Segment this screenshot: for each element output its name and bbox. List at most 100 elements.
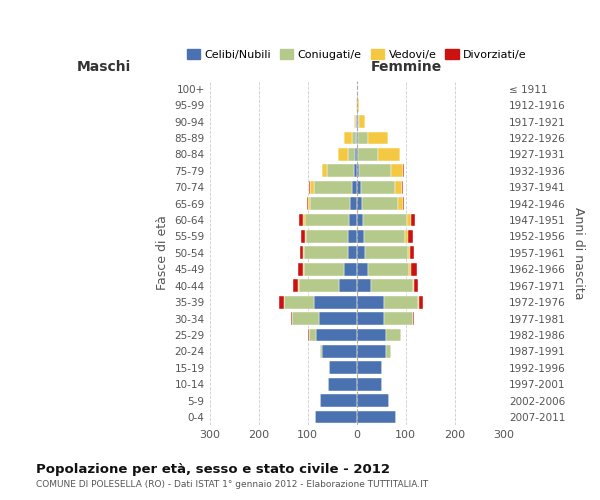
Bar bbox=[338, 148, 348, 161]
Bar bbox=[386, 345, 391, 358]
Bar bbox=[357, 345, 386, 358]
Bar bbox=[391, 164, 403, 177]
Bar bbox=[364, 230, 406, 243]
Bar bbox=[320, 394, 357, 407]
Y-axis label: Fasce di età: Fasce di età bbox=[156, 216, 169, 290]
Bar bbox=[356, 132, 357, 144]
Bar bbox=[361, 181, 395, 194]
Bar bbox=[395, 181, 403, 194]
Bar bbox=[357, 230, 364, 243]
Bar bbox=[384, 312, 413, 325]
Bar bbox=[357, 362, 382, 374]
Legend: Celibi/Nubili, Coniugati/e, Vedovi/e, Divorziati/e: Celibi/Nubili, Coniugati/e, Vedovi/e, Di… bbox=[182, 45, 531, 64]
Bar bbox=[357, 312, 384, 325]
Bar bbox=[322, 164, 327, 177]
Bar bbox=[310, 198, 350, 210]
Bar bbox=[419, 296, 424, 308]
Bar bbox=[378, 148, 400, 161]
Bar bbox=[410, 246, 414, 260]
Bar bbox=[316, 328, 357, 342]
Bar bbox=[308, 328, 316, 342]
Bar bbox=[357, 394, 389, 407]
Bar bbox=[319, 312, 357, 325]
Bar bbox=[344, 263, 357, 276]
Bar bbox=[357, 148, 358, 161]
Bar bbox=[357, 246, 365, 260]
Bar bbox=[284, 296, 314, 308]
Bar bbox=[408, 246, 410, 260]
Bar bbox=[411, 263, 416, 276]
Bar bbox=[322, 345, 357, 358]
Bar bbox=[357, 263, 368, 276]
Bar bbox=[406, 230, 408, 243]
Bar bbox=[357, 296, 384, 308]
Bar bbox=[357, 378, 382, 390]
Bar bbox=[303, 214, 305, 226]
Bar bbox=[354, 116, 355, 128]
Text: Maschi: Maschi bbox=[76, 60, 131, 74]
Bar bbox=[310, 181, 314, 194]
Bar bbox=[357, 164, 359, 177]
Bar bbox=[299, 280, 339, 292]
Bar bbox=[300, 246, 303, 260]
Bar bbox=[304, 246, 348, 260]
Bar bbox=[305, 230, 306, 243]
Bar bbox=[362, 214, 407, 226]
Bar bbox=[357, 116, 358, 128]
Text: COMUNE DI POLESELLA (RO) - Dati ISTAT 1° gennaio 2012 - Elaborazione TUTTITALIA.: COMUNE DI POLESELLA (RO) - Dati ISTAT 1°… bbox=[36, 480, 428, 489]
Bar bbox=[386, 328, 401, 342]
Bar bbox=[348, 246, 357, 260]
Bar bbox=[303, 263, 304, 276]
Bar bbox=[314, 181, 352, 194]
Bar bbox=[357, 181, 361, 194]
Bar bbox=[292, 312, 319, 325]
Bar bbox=[301, 230, 305, 243]
Bar bbox=[359, 116, 365, 128]
Bar bbox=[329, 362, 357, 374]
Bar bbox=[299, 214, 303, 226]
Bar bbox=[350, 198, 357, 210]
Bar bbox=[411, 214, 415, 226]
Bar bbox=[344, 132, 352, 144]
Bar bbox=[407, 214, 411, 226]
Bar bbox=[279, 296, 284, 308]
Bar bbox=[398, 198, 403, 210]
Bar bbox=[409, 263, 411, 276]
Bar bbox=[349, 214, 357, 226]
Bar bbox=[305, 214, 349, 226]
Bar bbox=[349, 230, 357, 243]
Bar bbox=[403, 164, 404, 177]
Bar bbox=[368, 263, 409, 276]
Bar bbox=[357, 99, 359, 112]
Bar bbox=[327, 164, 354, 177]
Bar bbox=[355, 116, 356, 128]
Bar bbox=[304, 263, 344, 276]
Bar bbox=[365, 246, 408, 260]
Bar bbox=[328, 378, 357, 390]
Bar bbox=[413, 280, 414, 292]
Bar bbox=[357, 198, 362, 210]
Bar bbox=[357, 280, 371, 292]
Bar bbox=[357, 328, 386, 342]
Bar bbox=[339, 280, 357, 292]
Bar bbox=[315, 410, 357, 424]
Bar bbox=[314, 296, 357, 308]
Text: Popolazione per età, sesso e stato civile - 2012: Popolazione per età, sesso e stato civil… bbox=[36, 462, 390, 475]
Bar bbox=[298, 263, 303, 276]
Bar bbox=[408, 230, 413, 243]
Bar bbox=[357, 132, 358, 144]
Bar bbox=[358, 132, 368, 144]
Bar bbox=[355, 148, 357, 161]
Bar bbox=[308, 198, 310, 210]
Bar bbox=[414, 280, 418, 292]
Y-axis label: Anni di nascita: Anni di nascita bbox=[572, 206, 585, 299]
Bar bbox=[352, 181, 357, 194]
Bar bbox=[358, 116, 359, 128]
Bar bbox=[306, 230, 349, 243]
Bar bbox=[358, 148, 378, 161]
Bar bbox=[359, 164, 391, 177]
Bar bbox=[384, 296, 418, 308]
Bar bbox=[293, 280, 298, 292]
Bar bbox=[371, 280, 413, 292]
Bar bbox=[368, 132, 388, 144]
